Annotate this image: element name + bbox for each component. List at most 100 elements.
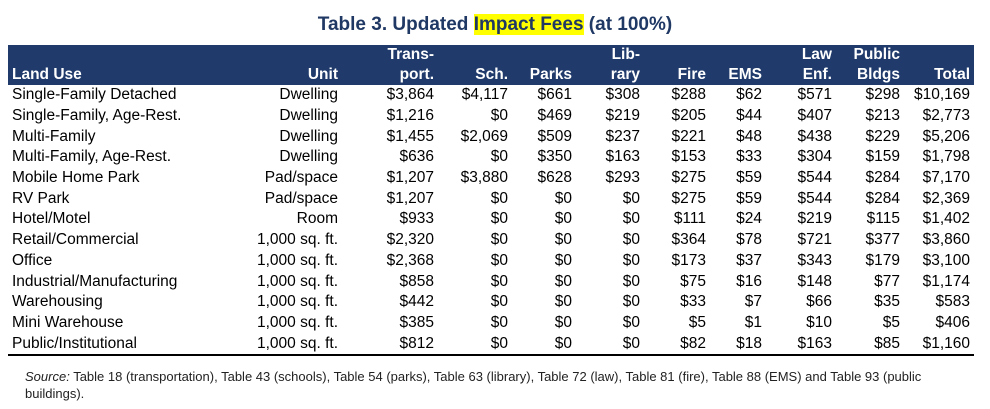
- column-header-unit: [226, 45, 342, 64]
- column-header-parks: [512, 45, 576, 64]
- cell-public-bldgs: $77: [874, 272, 900, 290]
- cell-public-bldgs: $229: [865, 127, 900, 145]
- cell-total: $10,169: [913, 86, 970, 104]
- cell-library: $293: [605, 169, 640, 187]
- cell-schools: $2,069: [460, 127, 508, 145]
- column-header-parks: Parks: [512, 64, 576, 85]
- table-row: Public/Institutional 1,000 sq. ft. $812 $0 $…: [8, 333, 974, 356]
- cell-unit: Pad/space: [264, 169, 338, 187]
- cell-schools: $0: [490, 231, 508, 249]
- title-suffix: (at 100%): [583, 14, 673, 35]
- cell-library: $0: [622, 293, 640, 311]
- column-header-unit: Unit: [226, 64, 342, 85]
- cell-transport: $1,207: [386, 169, 434, 187]
- cell-law: $66: [806, 293, 832, 311]
- cell-public-bldgs: $159: [865, 148, 900, 166]
- column-header-transport: port.: [342, 64, 438, 85]
- cell-public-bldgs: $213: [865, 107, 900, 125]
- cell-transport: $812: [342, 333, 438, 356]
- table-row: Mobile Home Park Pad/space $1,207 $3,880 $62…: [8, 168, 974, 189]
- cell-total: $2,773: [922, 107, 970, 125]
- cell-schools: $3,880: [460, 169, 508, 187]
- cell-parks: $509: [537, 127, 572, 145]
- cell-law: $219: [797, 210, 832, 228]
- table-row: Office 1,000 sq. ft. $2,368 $0 $0 $0 $173 $37 $3…: [8, 251, 974, 272]
- cell-unit: Dwelling: [279, 148, 338, 166]
- cell-law: $544: [797, 169, 832, 187]
- cell-parks: $0: [554, 272, 572, 290]
- cell-ems: $78: [736, 231, 762, 249]
- cell-land-use: Hotel/Motel: [12, 210, 91, 228]
- cell-total: $7,170: [922, 169, 970, 187]
- cell-total: $5,206: [922, 127, 970, 145]
- table-row: Single-Family, Age-Rest. Dwelling $1,216 $0…: [8, 106, 974, 127]
- cell-total: $406: [935, 313, 970, 331]
- table-row: Multi-Family Dwelling $1,455 $2,069 $509 $237…: [8, 126, 974, 147]
- column-header-ems: EMS: [710, 64, 766, 85]
- cell-total: $1,160: [904, 333, 974, 356]
- cell-unit: Dwelling: [279, 86, 338, 104]
- cell-law: $544: [797, 189, 832, 207]
- header-row-1: Trans- Lib- Law Public: [8, 45, 974, 64]
- cell-fire: $221: [671, 127, 706, 145]
- cell-schools: $0: [438, 333, 512, 356]
- cell-library: $308: [605, 86, 640, 104]
- column-header-public-bldgs: Public: [836, 45, 904, 64]
- column-header-public-bldgs: Bldgs: [836, 64, 904, 85]
- column-header-land-use: [8, 45, 226, 64]
- source-text: Table 18 (transportation), Table 43 (sch…: [25, 369, 922, 401]
- cell-law: $571: [797, 86, 832, 104]
- cell-public-bldgs: $5: [882, 313, 900, 331]
- cell-public-bldgs: $179: [865, 251, 900, 269]
- cell-transport: $933: [399, 210, 434, 228]
- cell-public-bldgs: $298: [865, 86, 900, 104]
- table-row: Warehousing 1,000 sq. ft. $442 $0 $0 $0 $33 $7 $…: [8, 292, 974, 313]
- cell-transport: $1,207: [386, 189, 434, 207]
- cell-fire: $111: [673, 210, 706, 228]
- cell-public-bldgs: $284: [865, 169, 900, 187]
- cell-transport: $3,864: [386, 86, 434, 104]
- cell-fire: $82: [644, 333, 710, 356]
- cell-unit: 1,000 sq. ft.: [257, 313, 338, 331]
- cell-parks: $469: [537, 107, 572, 125]
- column-header-total: [904, 45, 974, 64]
- cell-ems: $59: [736, 189, 762, 207]
- column-header-schools: [438, 45, 512, 64]
- cell-schools: $0: [490, 293, 508, 311]
- cell-schools: $0: [490, 107, 508, 125]
- cell-land-use: RV Park: [12, 189, 70, 207]
- cell-land-use: Retail/Commercial: [12, 231, 139, 249]
- cell-land-use: Multi-Family: [12, 127, 96, 145]
- column-header-law: Law: [766, 45, 836, 64]
- cell-law: $438: [797, 127, 832, 145]
- cell-total: $3,100: [922, 251, 970, 269]
- cell-land-use: Mobile Home Park: [12, 169, 140, 187]
- cell-public-bldgs: $284: [865, 189, 900, 207]
- table-row: Single-Family Detached Dwelling $3,864 $4,1…: [8, 85, 974, 106]
- cell-fire: $288: [671, 86, 706, 104]
- cell-public-bldgs: $377: [865, 231, 900, 249]
- cell-parks: $0: [554, 313, 572, 331]
- cell-total: $1,174: [922, 272, 970, 290]
- cell-library: $0: [622, 251, 640, 269]
- source-label: Source:: [25, 369, 70, 384]
- table-row: Retail/Commercial 1,000 sq. ft. $2,320 $0 $0…: [8, 230, 974, 251]
- table-title: Table 3. Updated Impact Fees (at 100%): [0, 14, 990, 36]
- cell-land-use: Single-Family, Age-Rest.: [12, 107, 182, 125]
- cell-schools: $0: [490, 189, 508, 207]
- cell-transport: $858: [399, 272, 434, 290]
- cell-library: $0: [622, 313, 640, 331]
- cell-total: $2,369: [922, 189, 970, 207]
- cell-parks: $0: [512, 333, 576, 356]
- cell-parks: $0: [554, 293, 572, 311]
- cell-law: $343: [797, 251, 832, 269]
- cell-fire: $173: [671, 251, 706, 269]
- cell-ems: $59: [736, 169, 762, 187]
- column-header-schools: Sch.: [438, 64, 512, 85]
- cell-schools: $0: [490, 210, 508, 228]
- cell-transport: $2,320: [386, 231, 434, 249]
- column-header-library: Lib-: [576, 45, 644, 64]
- cell-schools: $0: [490, 313, 508, 331]
- cell-fire: $275: [671, 189, 706, 207]
- cell-ems: $24: [736, 210, 762, 228]
